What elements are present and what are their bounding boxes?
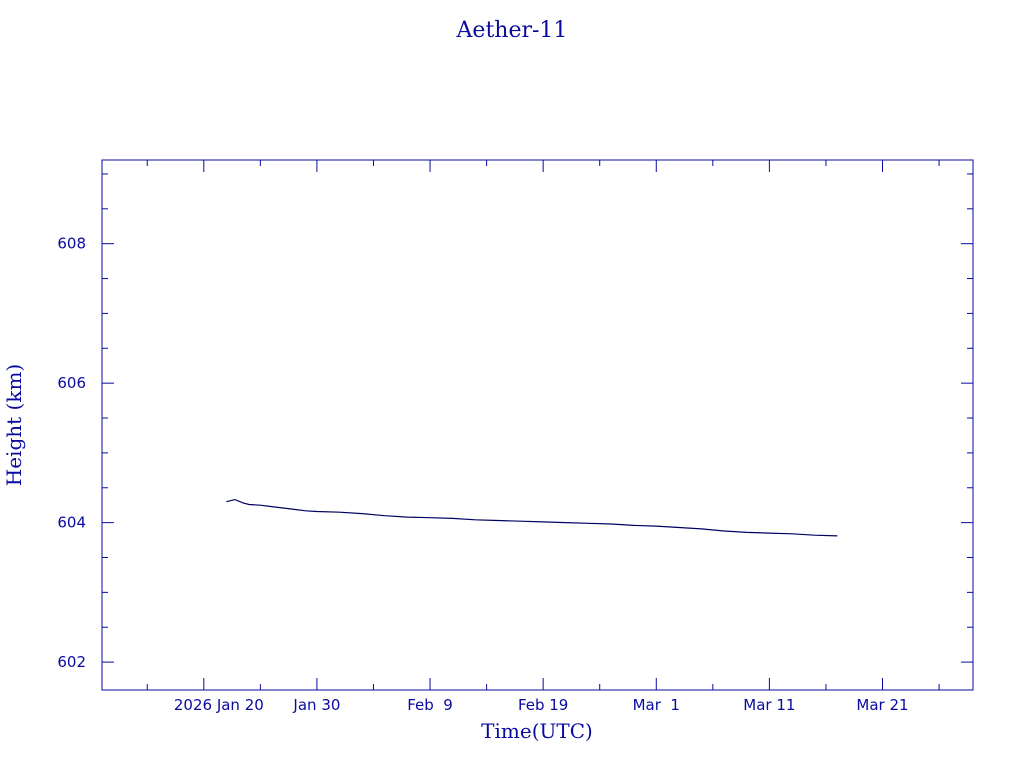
x-tick-label: Jan 30 xyxy=(292,696,340,714)
x-tick-label: Feb 9 xyxy=(407,696,453,714)
x-tick-label: Mar 21 xyxy=(856,696,908,714)
y-tick-label: 602 xyxy=(57,653,86,671)
x-tick-label: Mar 1 xyxy=(633,696,680,714)
plot-frame xyxy=(101,159,974,691)
y-tick-label: 604 xyxy=(57,514,86,532)
axis-ticks xyxy=(102,160,973,690)
x-tick-label: 2026 Jan 20 xyxy=(174,696,264,714)
x-tick-label: Feb 19 xyxy=(518,696,568,714)
x-tick-label: Mar 11 xyxy=(743,696,795,714)
y-tick-label: 606 xyxy=(57,374,86,392)
y-axis-label: Height (km) xyxy=(2,364,26,486)
x-axis-label: Time(UTC) xyxy=(481,719,593,743)
y-tick-label: 608 xyxy=(57,235,86,253)
tick-labels: 602 604 606 608 2026 Jan 20 Jan 30 Feb 9 Feb 19… xyxy=(57,235,908,714)
series-line xyxy=(226,498,838,537)
chart-title: Aether-11 xyxy=(456,18,568,43)
